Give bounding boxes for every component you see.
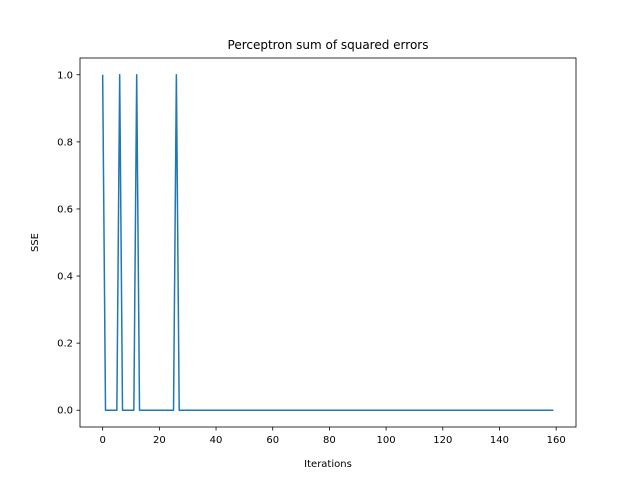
y-tick-label: 0.2: [57, 339, 73, 350]
y-tick-label: 0.8: [57, 137, 73, 148]
y-tick-label: 0.6: [57, 204, 73, 215]
x-tick-label: 100: [377, 435, 396, 446]
y-tick-label: 1.0: [57, 70, 73, 81]
x-tick-label: 120: [433, 435, 452, 446]
x-tick-label: 140: [490, 435, 509, 446]
x-axis: 0 20 40 60 80 100 120 140 160: [99, 427, 566, 446]
x-tick-label: 20: [153, 435, 166, 446]
axes-frame: [79, 57, 577, 428]
series-line-0: [101, 74, 554, 411]
y-tick-label: 0.0: [57, 406, 73, 417]
y-axis-label: SSE: [30, 233, 41, 252]
chart-title: Perceptron sum of squared errors: [228, 38, 429, 52]
x-tick-label: 80: [323, 435, 336, 446]
x-tick-label: 0: [99, 435, 105, 446]
y-axis: 0.0 0.2 0.4 0.6 0.8 1.0: [57, 70, 80, 417]
x-tick-label: 60: [266, 435, 279, 446]
x-tick-label: 40: [210, 435, 223, 446]
x-tick-label: 160: [547, 435, 566, 446]
x-axis-label: Iterations: [304, 459, 352, 470]
plot-area: [101, 74, 554, 411]
y-tick-label: 0.4: [57, 272, 73, 283]
